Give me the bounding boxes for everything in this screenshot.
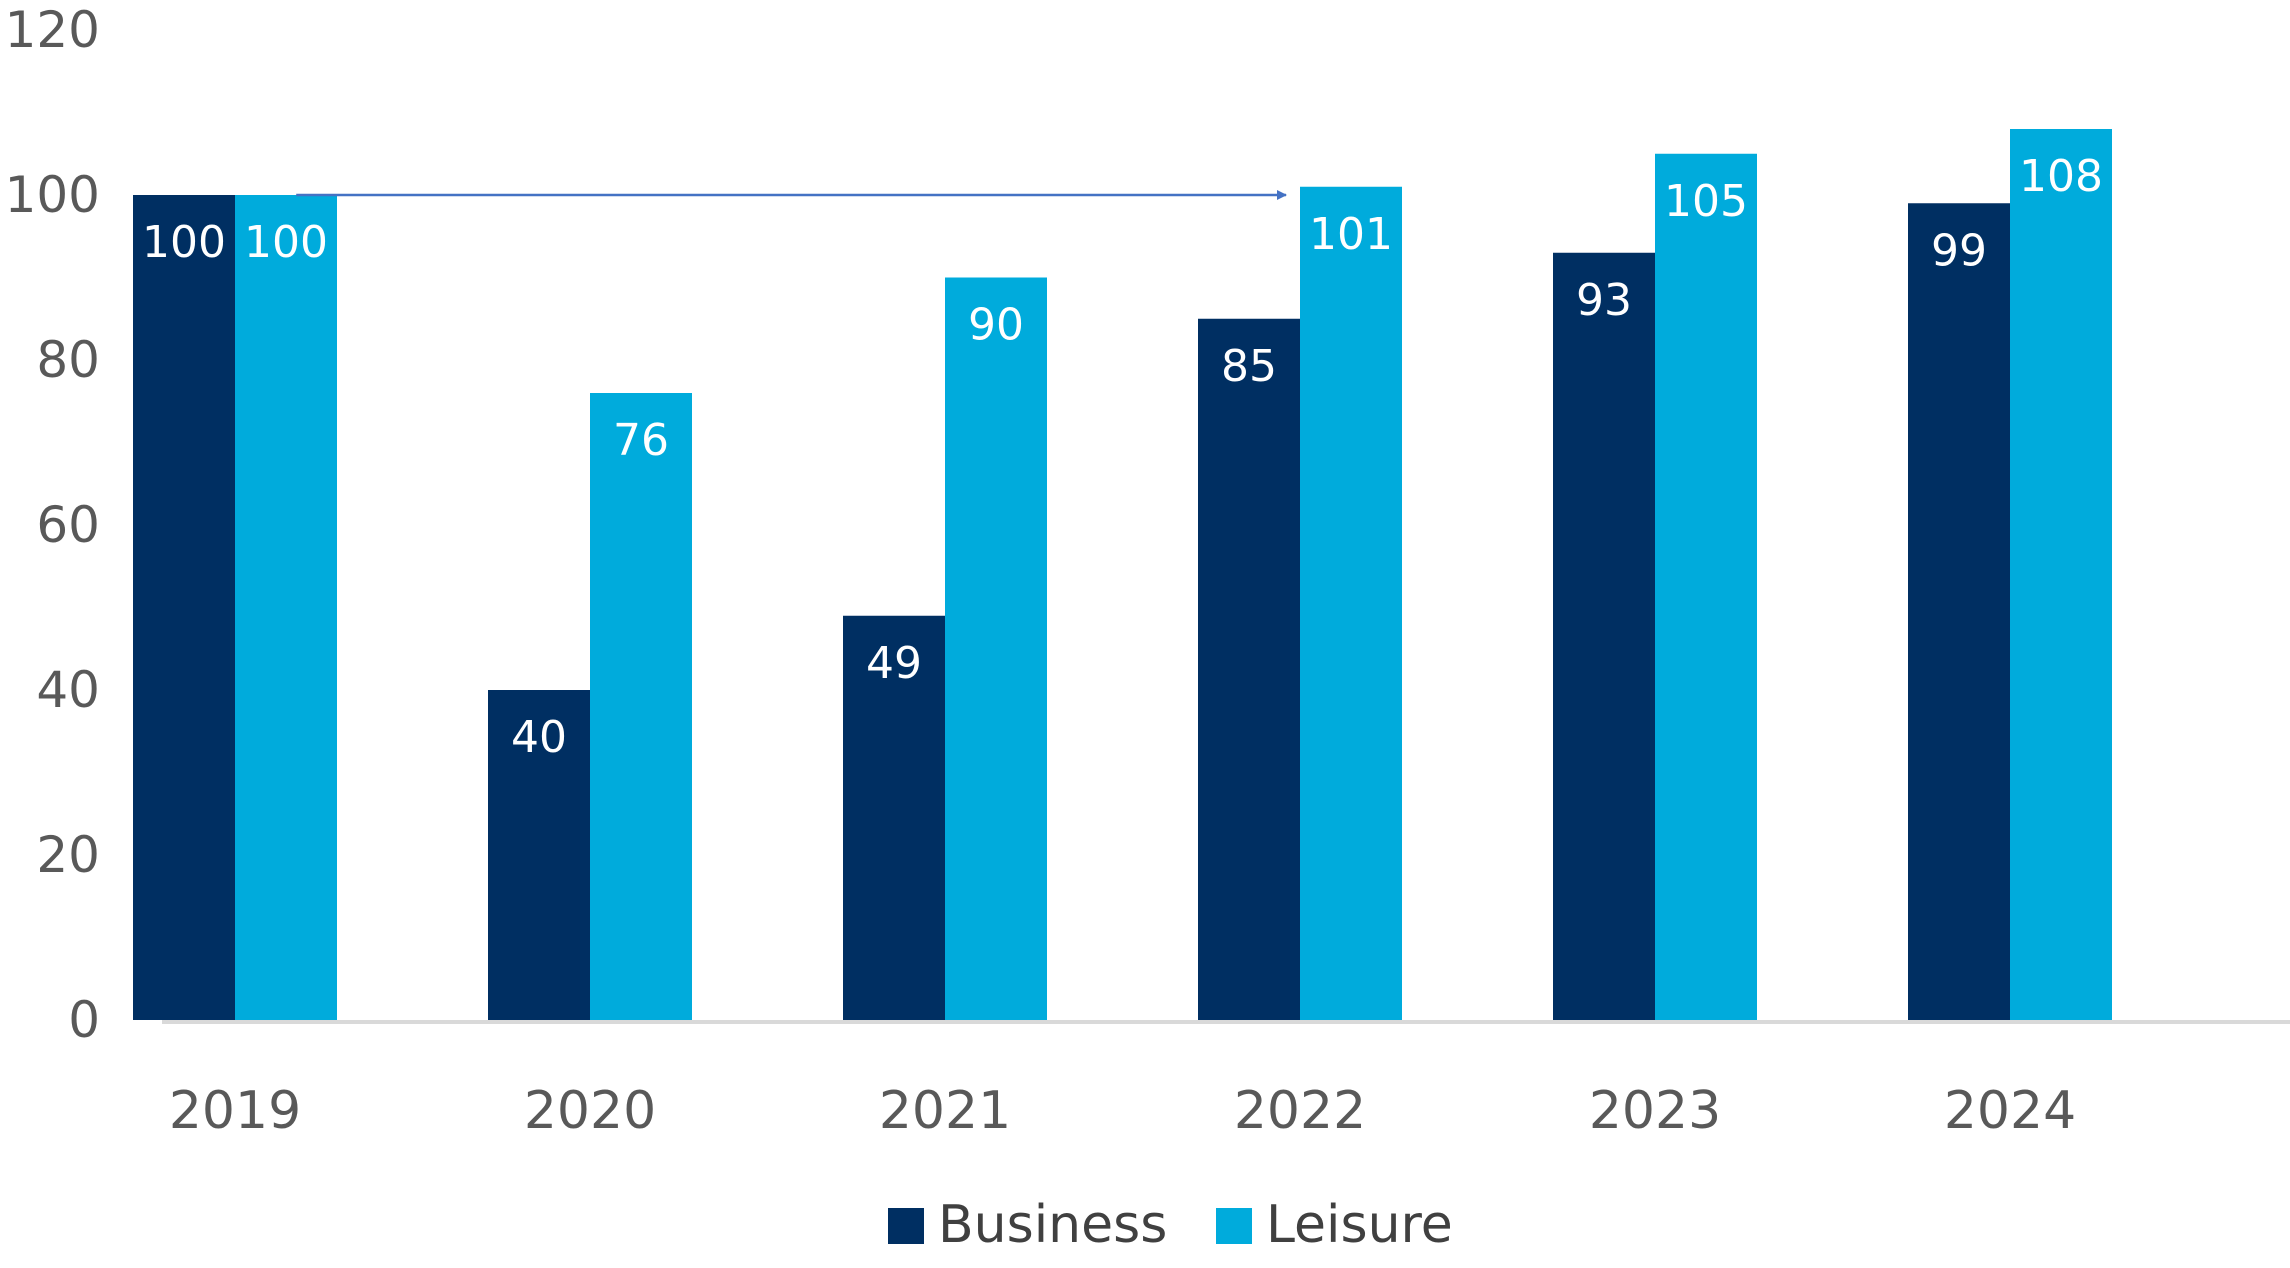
legend-swatch-leisure [1216, 1208, 1252, 1244]
bar-leisure-2020 [590, 393, 692, 1020]
x-tick-label-2024: 2024 [1944, 1081, 2076, 1141]
x-tick-label-2022: 2022 [1234, 1081, 1366, 1141]
x-tick-label-2019: 2019 [169, 1081, 301, 1141]
data-label-business-2023: 93 [1576, 275, 1632, 326]
bar-leisure-2021 [945, 277, 1047, 1020]
data-label-leisure-2023: 105 [1664, 176, 1748, 227]
x-tick-label-2020: 2020 [524, 1081, 656, 1141]
bar-leisure-2022 [1300, 186, 1402, 1020]
x-axis: 2019 2020 2021 2022 2023 2024 [162, 1020, 2290, 1141]
x-tick-label-2023: 2023 [1589, 1081, 1721, 1141]
bar-leisure-2024 [2010, 129, 2112, 1020]
data-label-leisure-2020: 76 [613, 415, 669, 466]
bar-business-2022 [1198, 318, 1300, 1020]
bar-business-2019 [133, 195, 235, 1020]
legend-swatch-business [888, 1208, 924, 1244]
bar-business-2023 [1553, 252, 1655, 1020]
data-label-business-2020: 40 [511, 712, 567, 763]
bar-business-2020 [488, 690, 590, 1020]
data-label-business-2022: 85 [1221, 341, 1277, 392]
y-axis: 0 20 40 60 80 100 120 [5, 1, 100, 1049]
bar-business-2024 [1908, 203, 2010, 1020]
data-label-business-2021: 49 [866, 638, 922, 689]
data-label-leisure-2022: 101 [1309, 209, 1393, 260]
x-tick-label-2021: 2021 [879, 1081, 1011, 1141]
bars: 100 100 40 76 49 90 85 101 93 105 99 108 [133, 129, 2112, 1020]
legend-label-leisure: Leisure [1266, 1195, 1453, 1255]
y-tick-label-60: 60 [36, 496, 100, 554]
bar-business-2021 [843, 615, 945, 1020]
y-tick-label-100: 100 [5, 166, 100, 224]
legend: Business Leisure [888, 1195, 1453, 1255]
data-label-business-2024: 99 [1931, 225, 1987, 276]
y-tick-label-40: 40 [36, 661, 100, 719]
data-label-business-2019: 100 [142, 217, 226, 268]
bar-leisure-2019 [235, 195, 337, 1020]
y-tick-label-80: 80 [36, 331, 100, 389]
y-tick-label-120: 120 [5, 1, 100, 59]
data-label-leisure-2019: 100 [244, 217, 328, 268]
y-tick-label-0: 0 [68, 991, 100, 1049]
data-label-leisure-2021: 90 [968, 300, 1024, 351]
data-label-leisure-2024: 108 [2019, 151, 2103, 202]
legend-label-business: Business [938, 1195, 1167, 1255]
y-tick-label-20: 20 [36, 826, 100, 884]
bar-leisure-2023 [1655, 153, 1757, 1020]
